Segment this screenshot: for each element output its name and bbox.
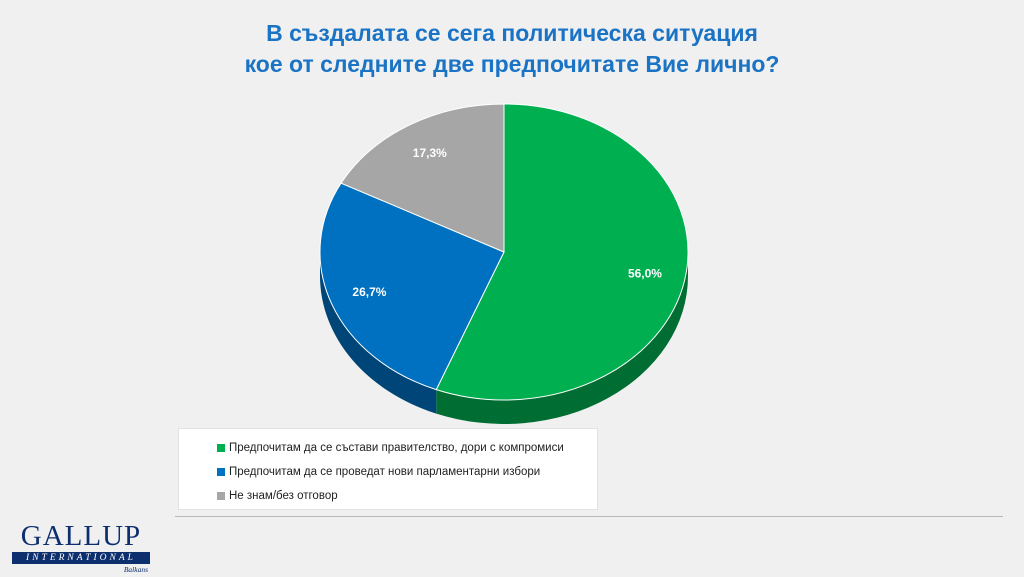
pie-slice [340,103,505,253]
pie-data-label: 56,0% [628,267,662,281]
pie-slice-side [436,252,688,424]
pie-slice-side [320,252,437,414]
footer-divider [175,516,1003,517]
gallup-logo: GALLUP INTERNATIONAL Balkans [12,521,150,575]
legend-label: Не знам/без отговор [229,490,338,502]
legend-item-new-elections: Предпочитам да се проведат нови парламен… [217,460,597,484]
logo-subtitle: Balkans [123,565,148,574]
legend-item-dont-know: Не знам/без отговор [217,484,597,508]
chart-title-line-2: кое от следните две предпочитате Вие лич… [244,51,780,77]
chart-title: В създалата се сега политическа ситуация… [0,18,1024,80]
logo-wordmark: GALLUP [20,520,142,552]
pie-slice [435,103,689,401]
pie-data-label: 26,7% [352,285,386,299]
legend-item-compromise-government: Предпочитам да се състави правителство, … [217,436,597,460]
chart-title-line-1: В създалата се сега политическа ситуация [266,20,758,46]
pie-slice [319,182,505,391]
chart-legend: Предпочитам да се състави правителство, … [178,428,598,510]
legend-swatch [217,492,225,500]
legend-label: Предпочитам да се проведат нови парламен… [229,466,541,478]
pie-data-label: 17,3% [413,146,447,160]
legend-swatch [217,468,225,476]
logo-band: INTERNATIONAL [12,552,150,564]
legend-label: Предпочитам да се състави правителство, … [229,442,564,454]
legend-swatch [217,444,225,452]
